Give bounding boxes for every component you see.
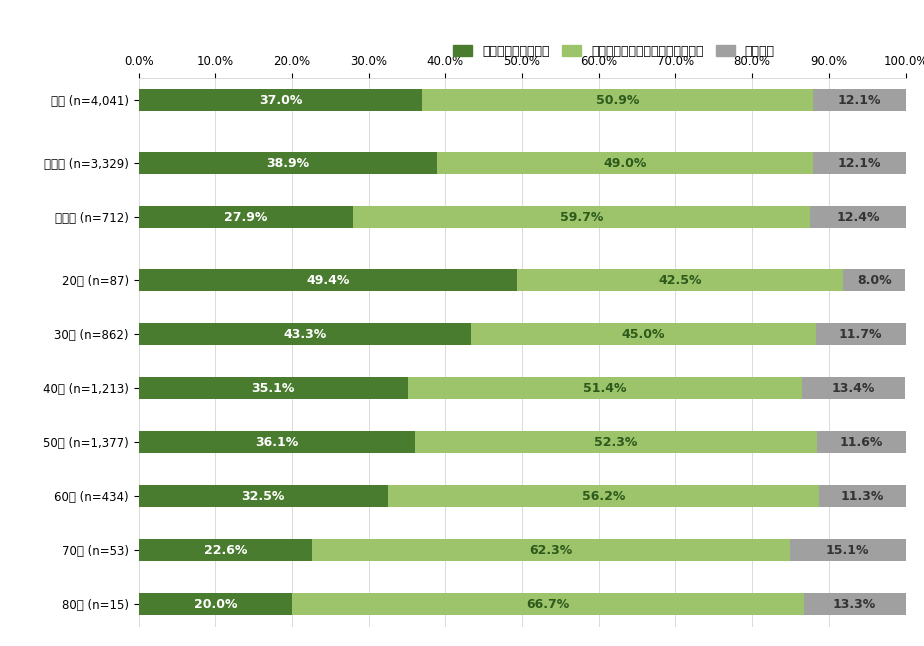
Bar [139,539,312,561]
Bar [388,485,819,507]
Text: 56.2%: 56.2% [582,490,625,503]
Text: 59.7%: 59.7% [560,211,603,224]
Bar [816,323,906,346]
Bar [139,89,422,111]
Text: 12.1%: 12.1% [837,94,881,107]
Text: 15.1%: 15.1% [826,543,869,557]
Text: 11.7%: 11.7% [839,328,882,340]
Bar [139,152,437,174]
Text: 49.4%: 49.4% [307,273,349,287]
Bar [139,593,292,616]
Bar [422,89,813,111]
Bar [139,206,353,228]
Legend: 進む（参画したい）, 進む（参画したいとは思わない）, 進まない: 進む（参画したい）, 進む（参画したいとは思わない）, 進まない [448,40,780,63]
Bar [813,152,906,174]
Text: 66.7%: 66.7% [526,598,569,610]
Text: 45.0%: 45.0% [622,328,665,340]
Bar [813,89,906,111]
Bar [139,269,517,291]
Bar [139,377,407,399]
Text: 11.3%: 11.3% [841,490,884,503]
Bar [470,323,816,346]
Bar [517,269,844,291]
Text: 36.1%: 36.1% [255,435,298,448]
Bar [407,377,802,399]
Bar [804,593,906,616]
Text: 13.3%: 13.3% [833,598,876,610]
Text: 43.3%: 43.3% [283,328,326,340]
Text: 35.1%: 35.1% [251,382,295,395]
Text: 12.4%: 12.4% [836,211,880,224]
Bar [139,431,416,453]
Text: 62.3%: 62.3% [529,543,573,557]
Bar [817,431,906,453]
Bar [416,431,817,453]
Text: 42.5%: 42.5% [659,273,702,287]
Bar [312,539,790,561]
Text: 32.5%: 32.5% [241,490,285,503]
Bar [139,485,388,507]
Bar [844,269,905,291]
Bar [353,206,810,228]
Text: 8.0%: 8.0% [857,273,892,287]
Text: 11.6%: 11.6% [839,435,882,448]
Bar [139,323,470,346]
Text: 22.6%: 22.6% [203,543,247,557]
Text: 37.0%: 37.0% [259,94,302,107]
Text: 38.9%: 38.9% [266,156,310,169]
Text: 13.4%: 13.4% [832,382,875,395]
Text: 51.4%: 51.4% [583,382,626,395]
Text: 49.0%: 49.0% [603,156,647,169]
Bar [802,377,905,399]
Bar [819,485,906,507]
Bar [292,593,804,616]
Bar [437,152,813,174]
Bar [810,206,906,228]
Text: 12.1%: 12.1% [837,156,881,169]
Text: 27.9%: 27.9% [224,211,267,224]
Text: 20.0%: 20.0% [193,598,237,610]
Text: 52.3%: 52.3% [594,435,638,448]
Text: 50.9%: 50.9% [596,94,639,107]
Bar [790,539,906,561]
